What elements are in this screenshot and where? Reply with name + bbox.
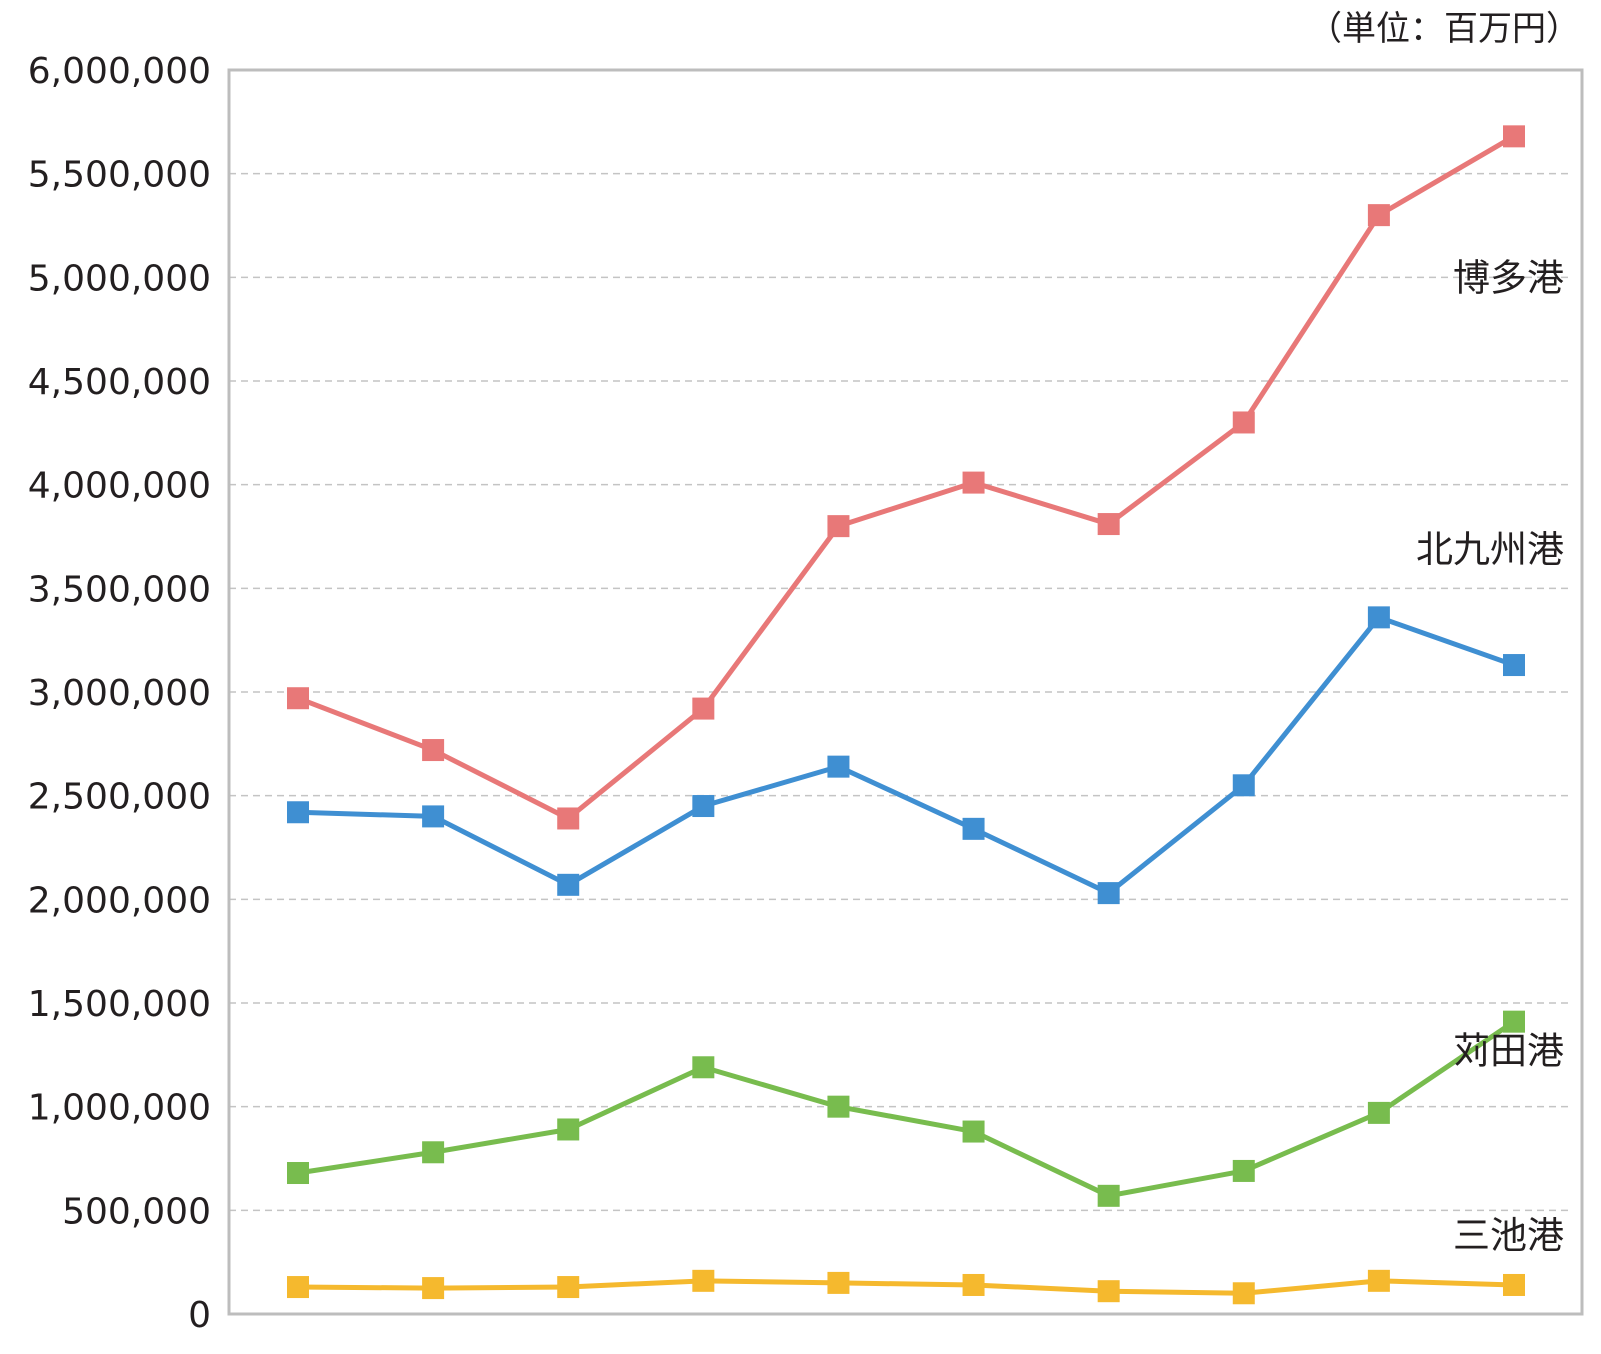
series-line-1 <box>297 614 1515 896</box>
data-point <box>287 1276 309 1299</box>
data-point <box>422 1141 445 1164</box>
data-point <box>827 1095 850 1118</box>
data-point <box>827 515 850 538</box>
plot-area-frame <box>227 68 1584 1316</box>
y-tick-label: 2,500,000 <box>28 777 211 818</box>
data-point <box>1097 1184 1120 1207</box>
data-point <box>962 471 985 494</box>
series-line-2 <box>297 1019 1516 1199</box>
data-point <box>1232 411 1255 434</box>
data-point <box>1367 1101 1390 1124</box>
series-lines <box>297 134 1516 1296</box>
y-tick-label: 3,000,000 <box>28 673 211 714</box>
data-point <box>557 807 580 830</box>
data-point <box>1367 606 1390 629</box>
y-tick-label: 5,000,000 <box>28 258 211 299</box>
series-label-2: 苅田港 <box>1453 1030 1564 1073</box>
data-point <box>1232 1159 1255 1182</box>
y-tick-label: 4,000,000 <box>28 466 211 507</box>
data-point <box>1367 1269 1390 1292</box>
y-tick-label: 6,000,000 <box>28 51 211 92</box>
data-point <box>422 1277 445 1300</box>
data-point <box>827 1271 850 1294</box>
y-tick-label: 2,000,000 <box>28 880 211 921</box>
data-point <box>962 1120 985 1143</box>
data-point <box>827 755 850 778</box>
data-point <box>557 873 580 896</box>
data-point <box>1503 1273 1525 1296</box>
y-tick-label: 4,500,000 <box>28 362 211 403</box>
data-point <box>1503 125 1525 148</box>
data-point <box>422 739 445 762</box>
data-point <box>692 795 715 818</box>
data-point <box>692 1056 715 1079</box>
data-point <box>1367 204 1390 227</box>
data-point <box>422 805 445 828</box>
data-points <box>287 125 1525 1305</box>
series-line-0 <box>297 134 1516 821</box>
data-point <box>692 1269 715 1292</box>
data-point <box>962 1273 985 1296</box>
data-point <box>557 1276 580 1299</box>
y-tick-label: 5,500,000 <box>28 155 211 196</box>
data-point <box>287 687 309 710</box>
data-point <box>1503 654 1525 677</box>
unit-label: （単位：百万円） <box>1308 9 1580 49</box>
data-point <box>1232 774 1255 797</box>
data-point <box>1097 513 1120 536</box>
series-label-3: 三池港 <box>1453 1214 1564 1257</box>
gridlines <box>229 172 1568 1212</box>
data-point <box>287 1162 309 1185</box>
data-point <box>287 801 309 824</box>
y-tick-label: 1,000,000 <box>28 1088 211 1129</box>
data-point <box>962 817 985 840</box>
data-point <box>692 697 715 720</box>
data-point <box>1503 1010 1525 1033</box>
y-axis-tick-labels: 0 500,000 1,000,000 1,500,000 2,000,000 2,500… <box>28 51 211 1336</box>
y-tick-label: 1,500,000 <box>28 984 211 1025</box>
y-tick-label: 3,500,000 <box>28 569 211 610</box>
series-label-0: 博多港 <box>1453 256 1564 299</box>
data-point <box>1097 1280 1120 1303</box>
data-point <box>1097 882 1120 905</box>
series-line-3 <box>297 1278 1515 1296</box>
y-tick-label: 0 <box>188 1295 211 1336</box>
data-point <box>1232 1282 1255 1305</box>
data-point <box>557 1118 580 1141</box>
series-label-1: 北九州港 <box>1416 528 1564 571</box>
y-tick-label: 500,000 <box>62 1191 211 1232</box>
